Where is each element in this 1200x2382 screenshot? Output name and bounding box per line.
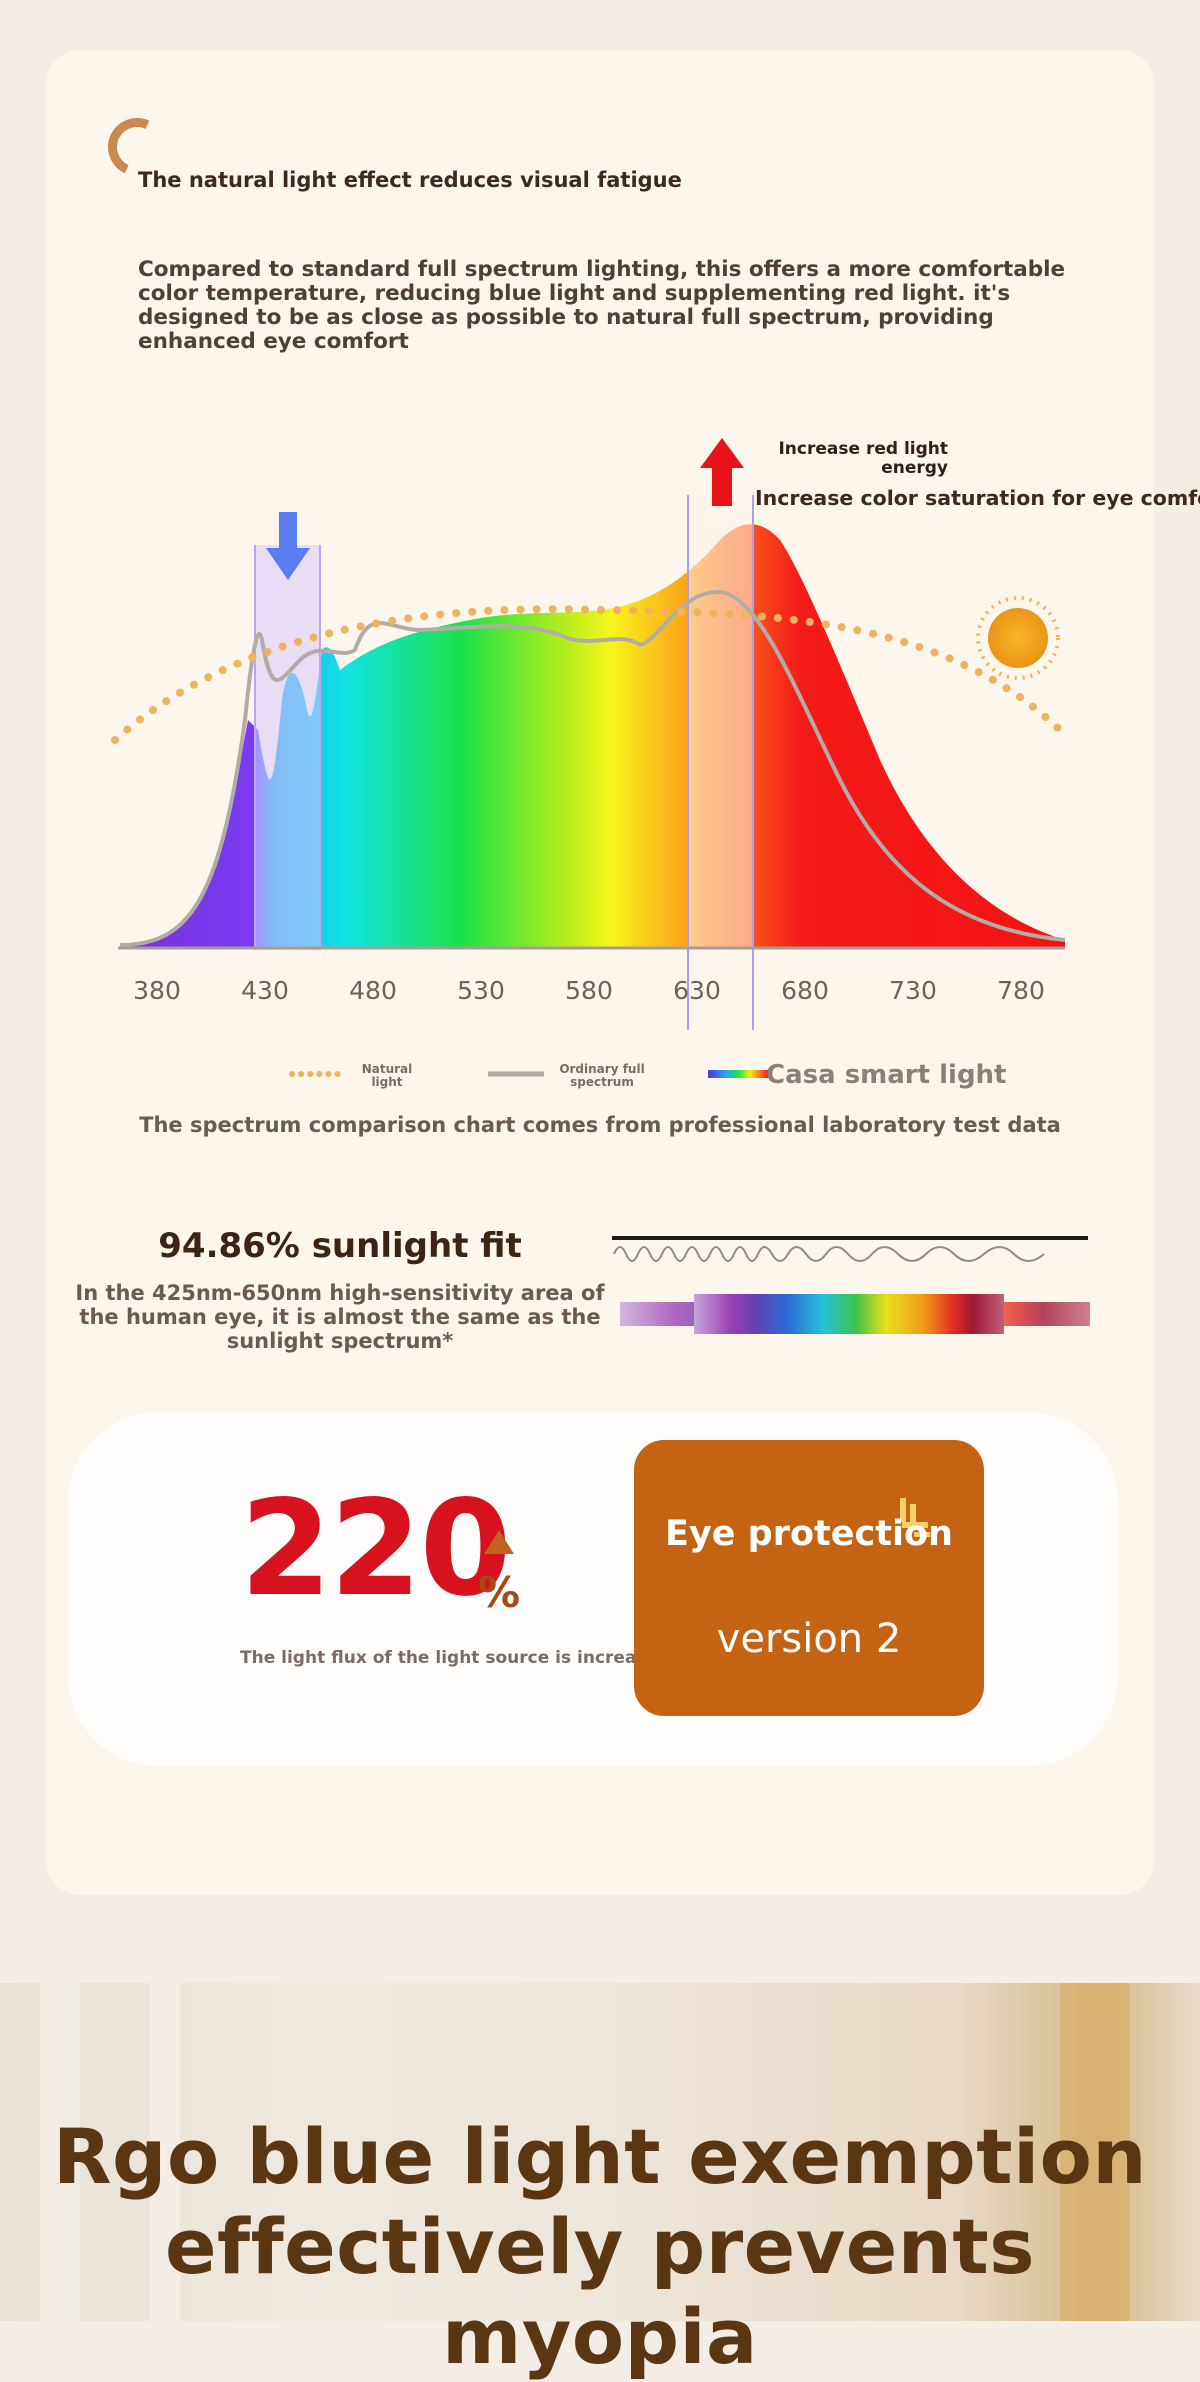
red-light-annotation: Increase red light energy	[778, 439, 948, 478]
spectrum-chart: 380 430 480 530 580 630 680 730 780	[111, 438, 1069, 1078]
lifestyle-photo-background	[0, 1983, 1200, 2321]
flux-unit: %	[478, 1568, 521, 1617]
flux-value: 220	[240, 1472, 512, 1626]
legend-casa-label: Casa smart light	[766, 1060, 1007, 1090]
sparkle-icon	[900, 1498, 930, 1537]
legend-ordinary-label: Ordinary full spectrum	[559, 1062, 645, 1089]
legend-natural-label: Natural light	[361, 1062, 413, 1089]
sun-icon	[988, 608, 1048, 668]
headline: The natural light effect reduces visual …	[138, 168, 682, 192]
x-tick-label: 480	[349, 976, 397, 1005]
spectrum-strip-illustration	[612, 1236, 1090, 1334]
x-tick-label: 730	[889, 976, 937, 1005]
x-tick-label: 580	[565, 976, 613, 1005]
x-tick-label: 530	[457, 976, 505, 1005]
x-tick-label: 680	[781, 976, 829, 1005]
arrow-down-icon	[266, 512, 310, 580]
badge-version: version 2	[716, 1616, 902, 1662]
footer-headline: Rgo blue light exemption effectively pre…	[0, 2112, 1200, 2382]
red-boost-band	[688, 495, 753, 950]
x-tick-label: 430	[241, 976, 289, 1005]
footer-line-2: effectively prevents myopia	[165, 2202, 1035, 2381]
eye-protection-badge	[634, 1440, 984, 1716]
ordinary-spectrum-line	[119, 589, 1066, 947]
chart-caption: The spectrum comparison chart comes from…	[139, 1113, 1061, 1137]
intro-text: Compared to standard full spectrum light…	[138, 257, 1066, 354]
casa-spectrum-area	[120, 524, 1065, 948]
sunlight-fit-description: In the 425nm-650nm high-sensitivity area…	[75, 1281, 605, 1353]
saturation-annotation: Increase color saturation for eye comfor…	[755, 486, 1200, 510]
blue-reduction-band	[255, 545, 320, 950]
legend-casa-mark	[708, 1070, 768, 1078]
increase-arrow-icon	[484, 1530, 514, 1554]
footer-line-1: Rgo blue light exemption	[53, 2112, 1147, 2201]
natural-light-curve	[111, 605, 1069, 744]
badge-title: Eye protection	[665, 1514, 953, 1554]
x-tick-label: 380	[133, 976, 181, 1005]
x-tick-label: 780	[997, 976, 1045, 1005]
sunlight-fit-title: 94.86% sunlight fit	[158, 1226, 522, 1266]
flux-label: The light flux of the light source is in…	[240, 1648, 671, 1668]
x-tick-label: 630	[673, 976, 721, 1005]
arrow-up-icon	[700, 438, 744, 506]
